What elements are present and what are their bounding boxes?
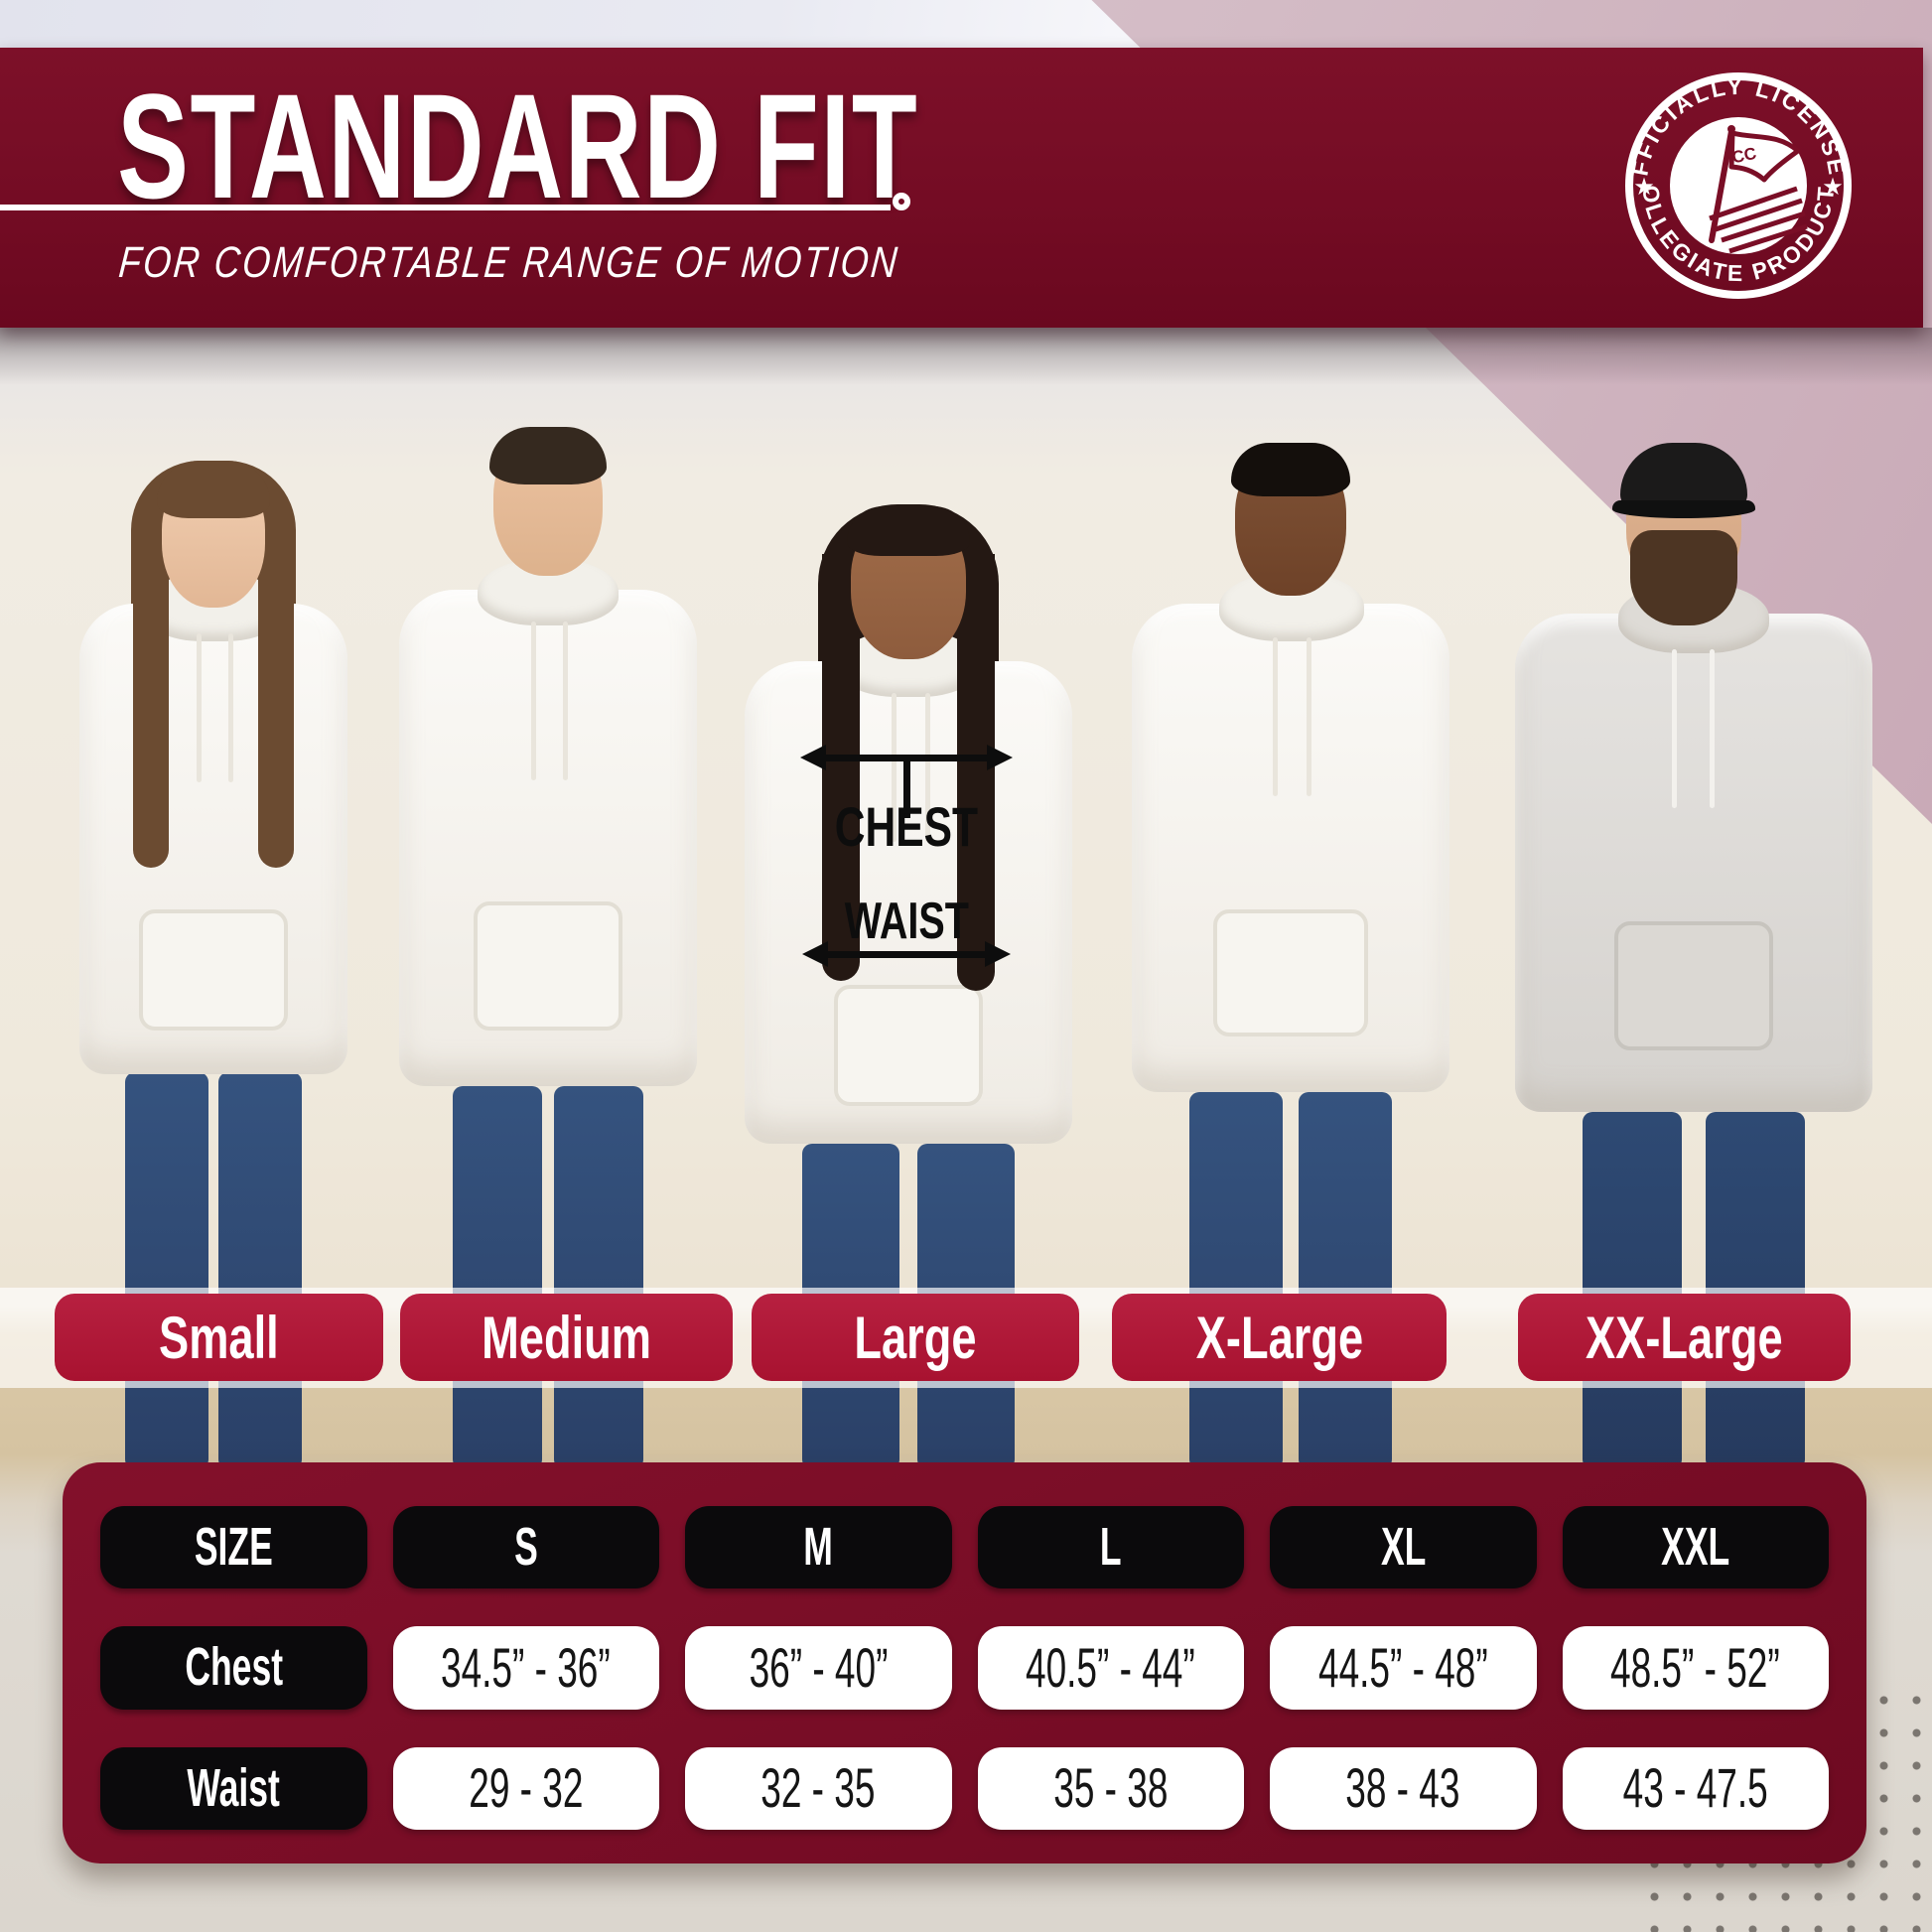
chest-value-xl: 44.5” - 48” [1270, 1626, 1537, 1710]
officially-licensed-badge-icon: OFFICIALLY LICENSED COLLEGIATE PRODUCTS … [1622, 69, 1852, 299]
waist-value-s: 29 - 32 [392, 1746, 659, 1830]
size-label-small: Small [55, 1294, 383, 1381]
title-underline [0, 205, 891, 210]
pennant-flag-icon: CC [1709, 125, 1808, 254]
col-header-size: SIZE [100, 1506, 367, 1589]
baseball-cap [1620, 443, 1747, 508]
size-chart-table: SIZE S M L XL XXL Chest 34.5” - 36” 36” … [63, 1462, 1866, 1863]
model-small [79, 461, 347, 1469]
size-label-xx-large: XX-Large [1518, 1294, 1851, 1381]
model-medium [399, 427, 697, 1469]
chest-value-m: 36” - 40” [685, 1626, 952, 1710]
model-x-large [1132, 443, 1449, 1469]
col-header-l: L [977, 1506, 1244, 1589]
size-label-x-large: X-Large [1112, 1294, 1447, 1381]
waist-value-m: 32 - 35 [685, 1746, 952, 1830]
model-large [745, 504, 1072, 1469]
badge-star-right: ★ [1822, 174, 1844, 201]
waist-annotation-label: WAIST [844, 893, 969, 950]
col-header-m: M [685, 1506, 952, 1589]
svg-text:CC: CC [1730, 144, 1758, 168]
header-band: STANDARD FIT FOR COMFORTABLE RANGE OF MO… [0, 48, 1923, 328]
waist-value-xxl: 43 - 47.5 [1562, 1746, 1829, 1830]
waist-measure-arrow [802, 941, 1011, 967]
size-label-large: Large [752, 1294, 1079, 1381]
page-subtitle: FOR COMFORTABLE RANGE OF MOTION [116, 238, 901, 287]
row-header-waist: Waist [100, 1746, 367, 1830]
size-label-medium: Medium [400, 1294, 733, 1381]
chest-measure-tick [903, 759, 910, 818]
header-drop-shadow [0, 328, 1932, 385]
row-header-chest: Chest [100, 1626, 367, 1710]
waist-value-xl: 38 - 43 [1270, 1746, 1537, 1830]
col-header-xl: XL [1270, 1506, 1537, 1589]
chest-measure-arrow [800, 745, 1013, 770]
col-header-s: S [392, 1506, 659, 1589]
waist-value-l: 35 - 38 [977, 1746, 1244, 1830]
col-header-xxl: XXL [1562, 1506, 1829, 1589]
chest-value-xxl: 48.5” - 52” [1562, 1626, 1829, 1710]
size-label-band: Small Medium Large X-Large XX-Large [0, 1288, 1932, 1388]
title-underline-ring [893, 193, 910, 210]
chest-value-s: 34.5” - 36” [392, 1626, 659, 1710]
page-title: STANDARD FIT [117, 63, 919, 229]
chest-value-l: 40.5” - 44” [977, 1626, 1244, 1710]
chest-annotation-label: CHEST [834, 795, 979, 858]
badge-star-left: ★ [1633, 174, 1655, 201]
